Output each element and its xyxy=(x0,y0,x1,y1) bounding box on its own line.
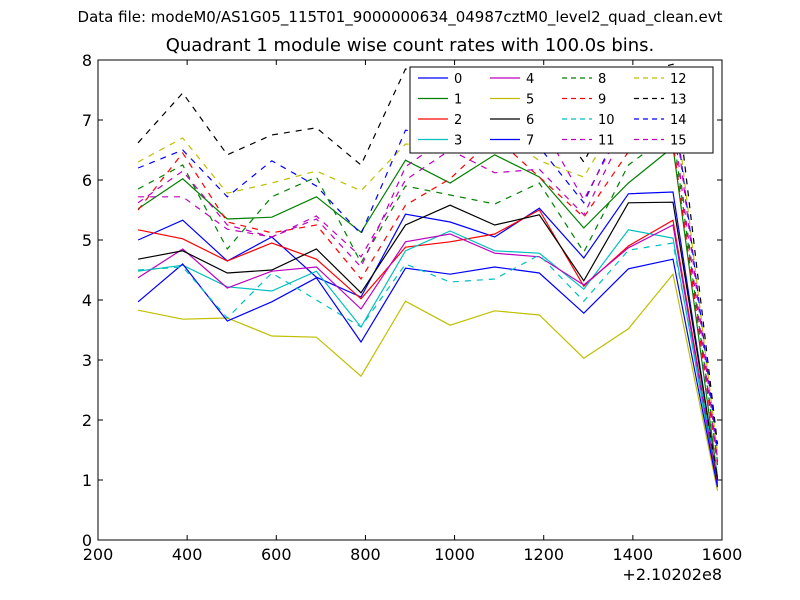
legend-label-13: 13 xyxy=(670,93,687,108)
y-tick-label: 8 xyxy=(82,51,92,70)
legend-label-6: 6 xyxy=(526,113,534,128)
data-file-suptitle: Data file: modeM0/AS1G05_115T01_90000006… xyxy=(77,8,723,26)
x-tick-label: 1000 xyxy=(434,545,475,564)
series-line-9 xyxy=(137,135,719,466)
y-tick-label: 1 xyxy=(82,471,92,490)
legend-box xyxy=(409,66,714,154)
x-tick-label: 1400 xyxy=(612,545,653,564)
y-tick-label: 0 xyxy=(82,531,92,550)
series-line-6 xyxy=(137,201,719,479)
series-line-1 xyxy=(137,145,719,478)
series-line-5 xyxy=(137,272,719,491)
legend-label-3: 3 xyxy=(454,134,462,149)
legend-label-8: 8 xyxy=(598,72,606,87)
y-tick-label: 4 xyxy=(82,291,92,310)
x-tick-label: 1600 xyxy=(702,545,743,564)
y-tick-label: 5 xyxy=(82,231,92,250)
x-tick-label: 200 xyxy=(83,545,114,564)
legend-label-9: 9 xyxy=(598,93,606,108)
legend-label-0: 0 xyxy=(454,72,462,87)
series-line-10 xyxy=(138,242,719,475)
series-line-0 xyxy=(137,191,719,481)
legend-label-12: 12 xyxy=(670,72,687,87)
legend-label-1: 1 xyxy=(454,93,462,108)
series-line-8 xyxy=(137,130,719,463)
legend-label-2: 2 xyxy=(454,113,462,128)
x-tick-label: 600 xyxy=(261,545,292,564)
x-offset-label: +2.10202e8 xyxy=(622,565,722,584)
y-tick-label: 6 xyxy=(82,171,92,190)
legend-label-15: 15 xyxy=(670,134,687,149)
legend-label-5: 5 xyxy=(526,93,534,108)
x-tick-label: 1200 xyxy=(523,545,564,564)
series-line-7 xyxy=(137,258,719,488)
legend-label-10: 10 xyxy=(598,113,615,128)
axis-ticks: 200 400 600 800 1000 1200 1400 1600012345678+2.… xyxy=(82,51,743,584)
chart-title: Quadrant 1 module wise count rates with … xyxy=(165,35,655,56)
legend-label-14: 14 xyxy=(670,113,687,128)
x-tick-label: 400 xyxy=(172,545,203,564)
y-tick-label: 7 xyxy=(82,111,92,130)
legend-label-4: 4 xyxy=(526,72,534,87)
series-line-4 xyxy=(137,224,719,485)
series-line-3 xyxy=(138,229,719,487)
legend-label-7: 7 xyxy=(526,134,534,149)
series-line-2 xyxy=(137,209,719,484)
x-tick-label: 800 xyxy=(350,545,381,564)
y-tick-label: 3 xyxy=(82,351,92,370)
y-tick-label: 2 xyxy=(82,411,92,430)
legend-label-11: 11 xyxy=(598,134,615,149)
